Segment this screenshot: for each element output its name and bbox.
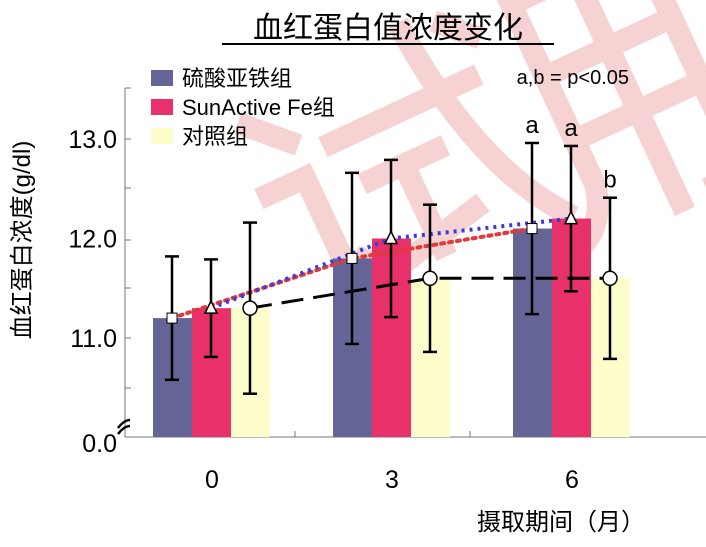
y-tick-label: 12.0 xyxy=(68,226,117,254)
data-point-triangle xyxy=(203,299,219,314)
significance-note: a,b = p<0.05 xyxy=(517,67,629,89)
watermark-stroke xyxy=(234,112,303,156)
data-point-square xyxy=(346,252,358,264)
significance-label: a xyxy=(525,112,539,139)
chart-title: 血红蛋白值浓度变化 xyxy=(253,12,523,45)
series-line-2 xyxy=(249,276,610,310)
y-axis-label: 血红蛋白浓度(g/dl) xyxy=(9,141,36,340)
x-tick-label: 6 xyxy=(565,466,579,494)
data-point-circle xyxy=(602,270,618,287)
y-tick-label: 11.0 xyxy=(70,325,117,353)
watermark-graphic xyxy=(234,0,706,316)
data-point-triangle xyxy=(563,209,579,225)
legend-swatch-0 xyxy=(151,70,173,86)
significance-label: a xyxy=(564,115,578,142)
legend-label-2: 对照组 xyxy=(182,124,248,149)
axis-break-icon xyxy=(117,418,131,435)
data-point-circle xyxy=(422,270,438,287)
x-tick-label: 3 xyxy=(385,466,399,494)
series-line-0 xyxy=(170,226,534,321)
data-point-triangle xyxy=(383,229,399,245)
watermark-stroke xyxy=(385,193,490,281)
legend-swatch-2 xyxy=(151,128,173,144)
legend-label-1: SunActive Fe组 xyxy=(182,95,335,120)
legend-label-0: 硫酸亚铁组 xyxy=(182,66,292,91)
data-point-square xyxy=(166,312,178,324)
watermark-stroke xyxy=(559,0,695,216)
legend-swatch-1 xyxy=(151,99,173,115)
watermark-stroke xyxy=(429,10,485,49)
significance-label: b xyxy=(603,167,616,194)
y-tick-label: 13.0 xyxy=(68,126,117,154)
x-tick-label: 0 xyxy=(205,466,219,494)
watermark-stroke xyxy=(388,17,579,227)
data-point-circle xyxy=(242,300,258,316)
x-axis-label: 摄取期间（月） xyxy=(477,509,645,536)
y-tick-label-zero: 0.0 xyxy=(82,430,117,458)
data-point-square xyxy=(526,223,538,235)
